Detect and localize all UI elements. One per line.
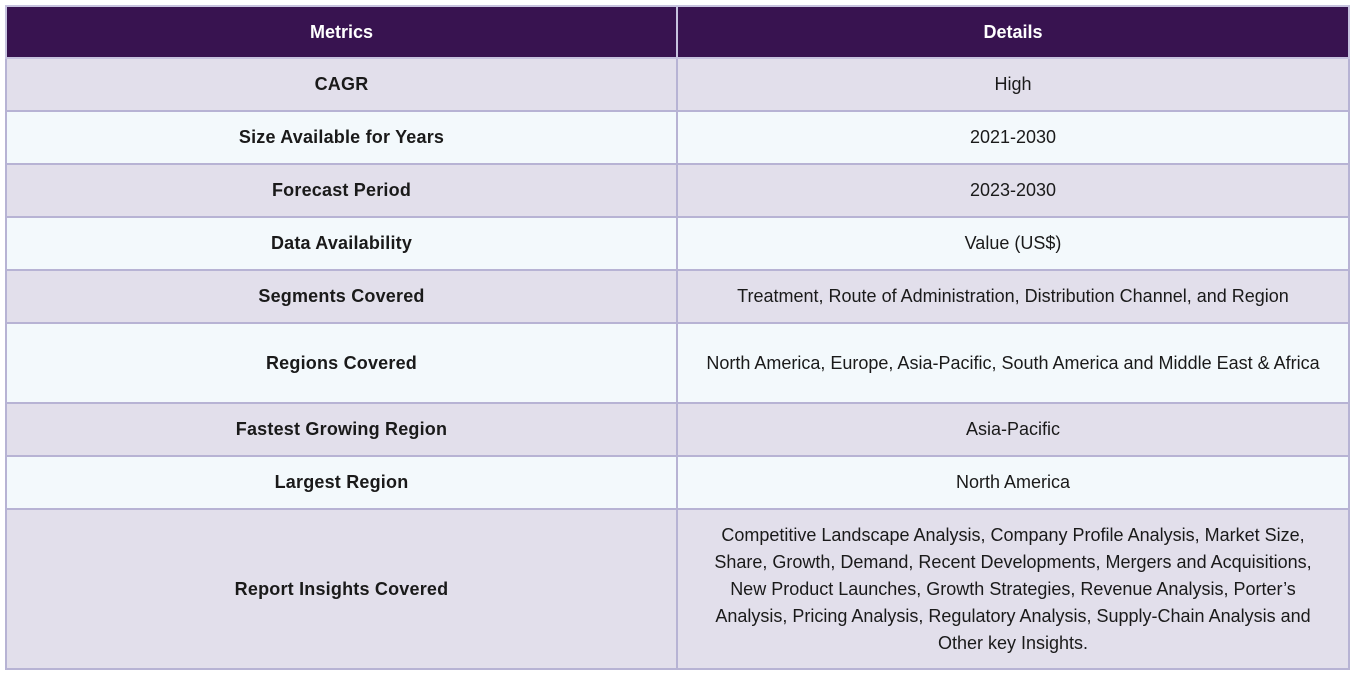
detail-cell: Value (US$) [676, 216, 1350, 271]
table-row: CAGR High [5, 57, 1350, 112]
detail-cell: 2023-2030 [676, 163, 1350, 218]
table-row: Segments Covered Treatment, Route of Adm… [5, 269, 1350, 324]
header-metrics: Metrics [5, 5, 678, 59]
metric-cell: Regions Covered [5, 322, 678, 404]
detail-cell: Competitive Landscape Analysis, Company … [676, 508, 1350, 670]
detail-cell: High [676, 57, 1350, 112]
table-row: Report Insights Covered Competitive Land… [5, 508, 1350, 670]
detail-cell: North America, Europe, Asia-Pacific, Sou… [676, 322, 1350, 404]
table-row: Regions Covered North America, Europe, A… [5, 322, 1350, 404]
detail-cell: Treatment, Route of Administration, Dist… [676, 269, 1350, 324]
table-row: Forecast Period 2023-2030 [5, 163, 1350, 218]
metric-cell: Segments Covered [5, 269, 678, 324]
metric-cell: CAGR [5, 57, 678, 112]
metric-cell: Fastest Growing Region [5, 402, 678, 457]
metrics-table-container: Metrics Details CAGR High Size Available… [5, 5, 1350, 670]
detail-cell: North America [676, 455, 1350, 510]
table-header-row: Metrics Details [5, 5, 1350, 59]
table-row: Size Available for Years 2021-2030 [5, 110, 1350, 165]
detail-cell: 2021-2030 [676, 110, 1350, 165]
metric-cell: Largest Region [5, 455, 678, 510]
table-row: Data Availability Value (US$) [5, 216, 1350, 271]
table-row: Fastest Growing Region Asia-Pacific [5, 402, 1350, 457]
metric-cell: Size Available for Years [5, 110, 678, 165]
metric-cell: Data Availability [5, 216, 678, 271]
metric-cell: Forecast Period [5, 163, 678, 218]
header-details: Details [676, 5, 1350, 59]
table-row: Largest Region North America [5, 455, 1350, 510]
metrics-table: Metrics Details CAGR High Size Available… [5, 5, 1350, 670]
detail-cell: Asia-Pacific [676, 402, 1350, 457]
metric-cell: Report Insights Covered [5, 508, 678, 670]
